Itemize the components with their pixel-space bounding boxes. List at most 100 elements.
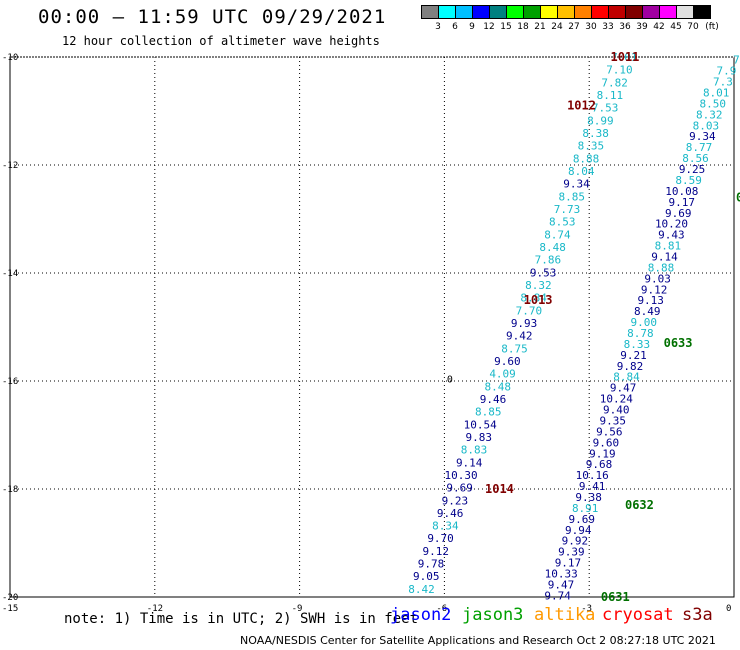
time-label: 1012 [567,99,596,113]
swh-label: 10.54 [464,418,497,431]
swh-label: 9.43 [658,229,685,242]
swh-label: 8.91 [572,502,599,515]
swh-label: 10.16 [576,469,609,482]
color-swatch [693,5,711,19]
color-scale-label: 42 [653,22,665,32]
longitude-label: -9 [292,604,303,614]
swh-label: 8.11 [597,89,624,102]
swh-label: 9.46 [480,393,507,406]
color-scale-label: 39 [636,22,648,32]
swh-label: 9.78 [418,558,445,571]
swh-label: 9.35 [600,414,627,427]
swh-label: 8.42 [408,583,435,596]
swh-label: 8.49 [634,305,661,318]
swh-label: 9.17 [555,557,582,570]
swh-label: 9.00 [631,316,658,329]
swh-label: 8.83 [461,444,488,457]
color-scale-label: 27 [568,22,580,32]
swh-label: 7.3 [713,76,733,89]
swh-label: 8.01 [703,86,730,99]
page-title: 00:00 – 11:59 UTC 09/29/2021 [38,6,387,28]
swh-label: 7.9 [716,65,736,78]
longitude-label: -3 [581,604,592,614]
swh-label: 9.25 [679,163,706,176]
swh-label: 10.08 [665,185,698,198]
swh-label: 7.70 [516,304,543,317]
swh-label: 9.05 [413,570,440,583]
swh-label: 8.75 [501,342,528,355]
swh-label: 9.46 [437,507,464,520]
legend-item-s3a: s3a [682,605,713,625]
swh-label: 7.53 [592,102,619,115]
swh-label: 10.33 [545,568,578,581]
swh-label: 8.48 [485,380,512,393]
color-scale-label: 24 [551,22,563,32]
swh-label: 9.47 [610,382,637,395]
color-scale-label: 9 [469,22,475,32]
swh-label: 8.50 [700,97,727,110]
color-scale-label: 21 [534,22,546,32]
latitude-label: -12 [2,161,18,171]
time-label: 0632 [625,498,654,512]
time-label: 0634 [736,190,740,204]
swh-color-scale [421,5,711,19]
swh-label: 9.21 [620,349,647,362]
swh-label: 4.09 [489,368,516,381]
swh-label: 9.93 [511,317,538,330]
swh-label: 9.41 [579,480,606,493]
swh-label: 8.88 [648,261,675,274]
color-scale-label: (ft) [705,22,719,32]
swh-label: 9.38 [575,491,602,504]
swh-label: 9.03 [644,272,671,285]
swh-label: 9.60 [593,436,620,449]
swh-label: 8.33 [624,338,651,351]
color-scale-label: 45 [670,22,682,32]
swh-label: 8.53 [549,216,576,229]
swh-label: 8.04 [568,165,595,178]
credit-line: NOAA/NESDIS Center for Satellite Applica… [240,634,716,647]
swh-label: 8.56 [682,152,709,165]
swh-label: 8.85 [559,190,586,203]
color-scale-label: 6 [452,22,458,32]
swh-label: 8.32 [696,108,723,121]
longitude-label: -15 [2,604,18,614]
swh-label: 9.69 [568,513,595,526]
swh-label: 9.40 [603,404,630,417]
plot-frame [9,56,735,598]
swh-label: 8.48 [539,241,566,254]
swh-label: 9.92 [562,535,589,548]
swh-label: 8.77 [686,141,713,154]
time-label: 0633 [664,336,693,350]
swh-label: 10.20 [655,218,688,231]
time-label: 0631 [601,590,630,604]
swh-label: 9.17 [668,196,695,209]
swh-label: 10.24 [600,393,633,406]
swh-label: 8.34 [432,520,459,533]
swh-label: 9.47 [548,578,575,591]
swh-label: 9.69 [665,207,692,220]
latitude-label: -14 [2,269,18,279]
legend-item-cryosat: cryosat [602,605,674,625]
color-scale-label: 15 [500,22,512,32]
time-label: 1011 [611,50,640,64]
latitude-label: -20 [2,593,18,603]
swh-label: 8.59 [675,174,702,187]
swh-label: 9.68 [586,458,613,471]
swh-label: 7.10 [606,64,633,77]
color-scale-label: 18 [517,22,529,32]
latitude-label: -16 [2,377,18,387]
track-marker: 0 [447,374,453,385]
swh-label: 7.73 [554,203,581,216]
longitude-label: -12 [147,604,163,614]
swh-label: 7.86 [535,254,562,267]
color-scale-label: 70 [687,22,699,32]
page-subtitle: 12 hour collection of altimeter wave hei… [62,34,380,48]
legend-item-jason2: jason2 [390,605,452,625]
time-label: 1014 [485,482,514,496]
swh-label: 8.03 [693,119,720,132]
swh-label: 9.69 [446,482,473,495]
swh-label: 9.39 [558,546,585,559]
swh-label: 9.53 [530,266,557,279]
